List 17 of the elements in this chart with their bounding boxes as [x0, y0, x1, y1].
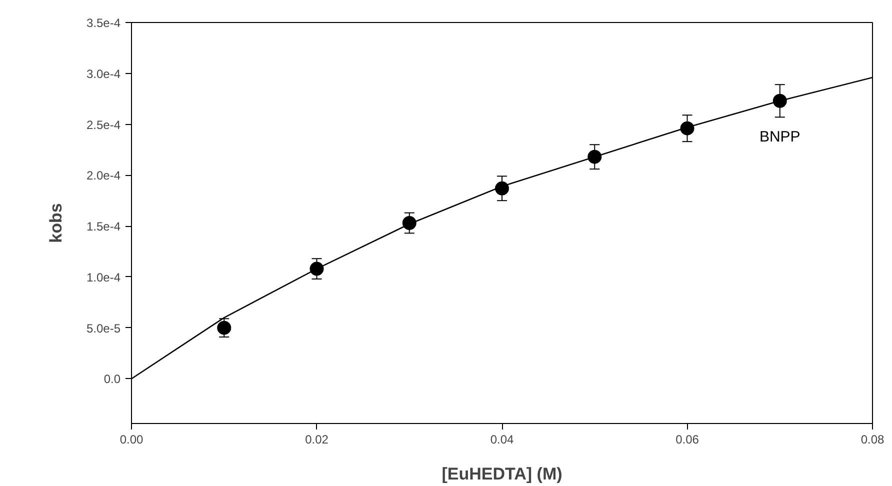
y-tick-label: 1.5e-4	[86, 220, 121, 234]
y-tick-label: 0.0	[104, 372, 121, 386]
x-tick-label: 0.02	[305, 432, 329, 446]
point	[217, 320, 232, 335]
series-label: BNPP	[759, 128, 800, 146]
y-tick-label: 2.0e-4	[86, 168, 121, 183]
x-tick-label: 0.04	[490, 432, 514, 446]
y-tick-label: 5.0e-5	[86, 321, 121, 336]
x-tick-label: 0.06	[676, 432, 700, 446]
y-tick-label: 3.0e-4	[86, 66, 121, 81]
x-axis-title: [EuHEDTA] (M)	[442, 464, 562, 484]
y-tick-label: 1.0e-4	[86, 270, 121, 284]
x-tick-label: 0.08	[860, 432, 885, 446]
y-tick-label: 2.5e-4	[86, 118, 121, 132]
y-tick-label: 3.5e-4	[86, 16, 121, 30]
y-axis-title: kobs	[46, 203, 66, 243]
x-tick-label: 0.00	[120, 432, 144, 446]
